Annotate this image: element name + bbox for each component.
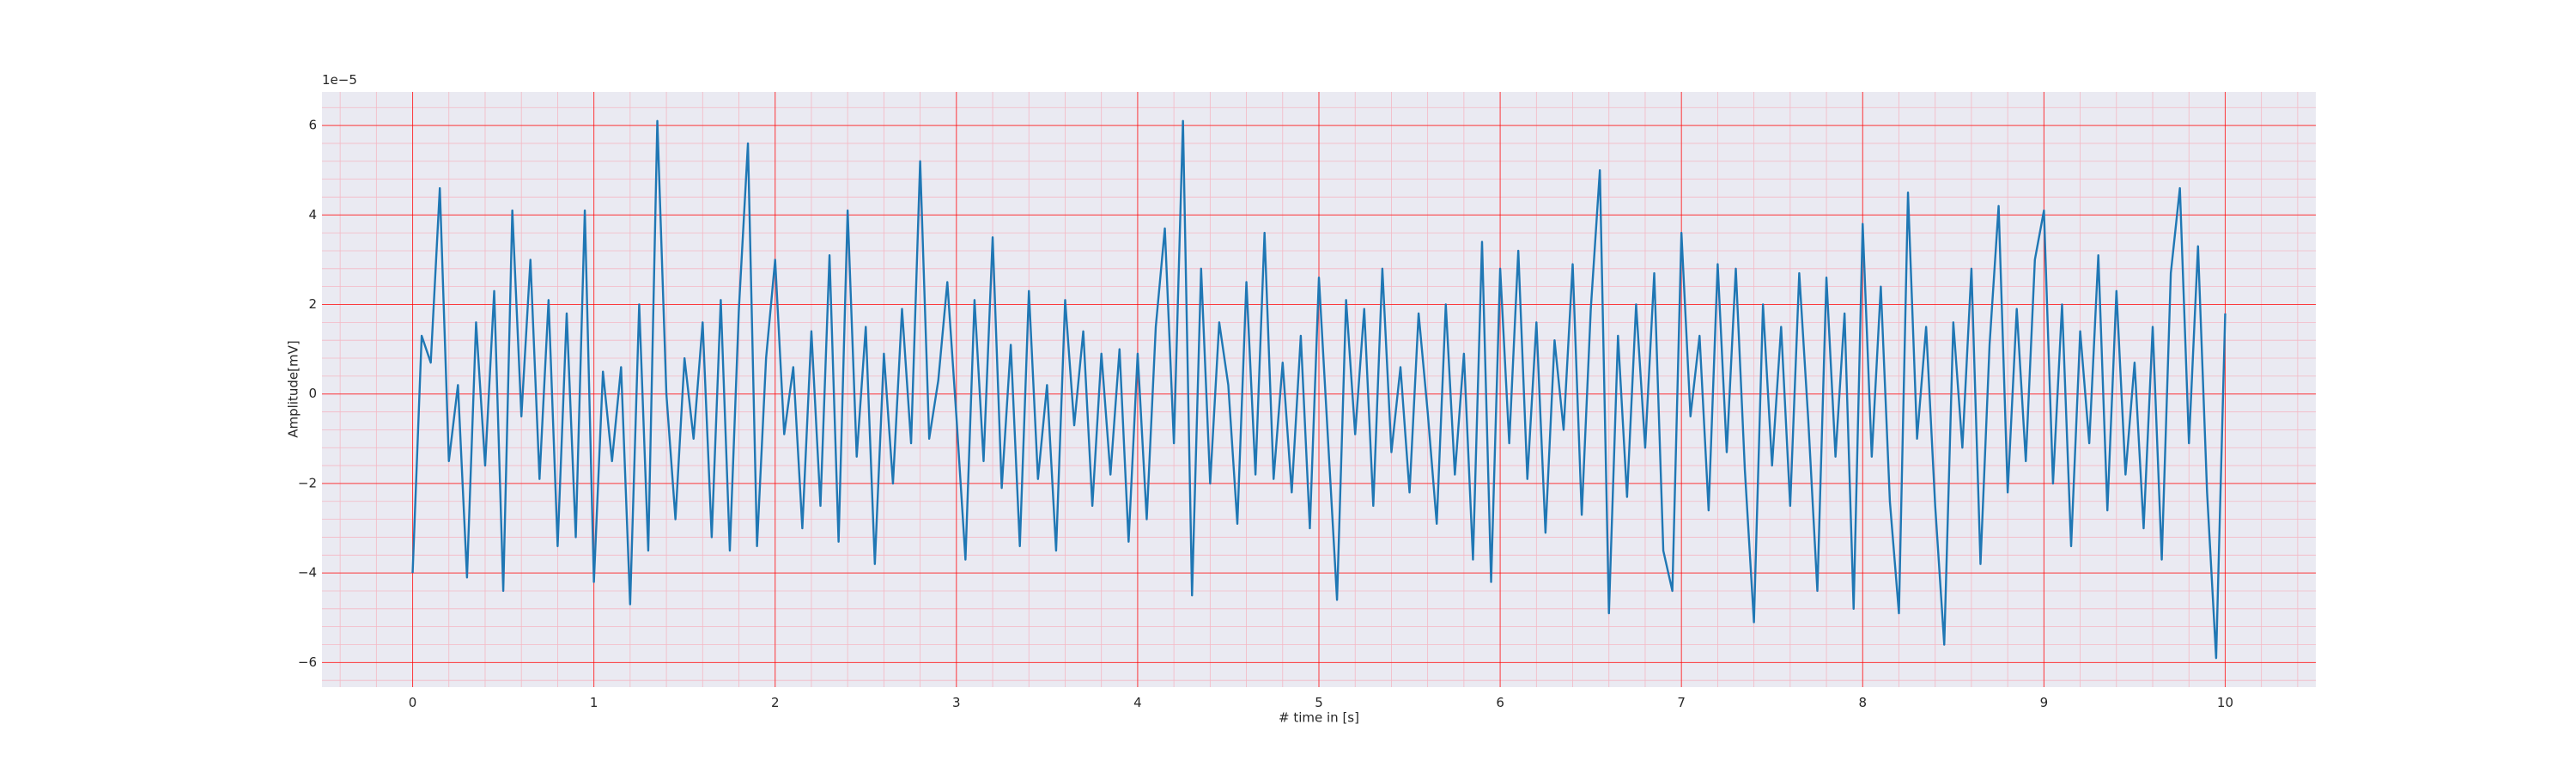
- x-tick-label: 5: [1315, 695, 1323, 710]
- x-tick-label: 10: [2217, 695, 2233, 710]
- y-tick-label: 0: [308, 386, 317, 401]
- data-line: [411, 119, 2227, 660]
- x-tick-label: 4: [1133, 695, 1142, 710]
- x-tick-label: 0: [409, 695, 417, 710]
- y-tick-label: 4: [308, 207, 317, 222]
- y-tick-label: 2: [308, 296, 317, 312]
- x-tick-label: 2: [771, 695, 780, 710]
- y-tick-label: −6: [298, 654, 317, 670]
- x-tick-label: 8: [1858, 695, 1867, 710]
- x-tick-label: 9: [2040, 695, 2049, 710]
- x-tick-label: 6: [1496, 695, 1504, 710]
- y-tick-label: −2: [298, 475, 317, 490]
- x-tick-label: 3: [952, 695, 961, 710]
- x-tick-label: 7: [1677, 695, 1686, 710]
- y-axis-label: Amplitude[mV]: [286, 340, 301, 437]
- offset-text: 1e−5: [322, 72, 357, 88]
- x-axis-label: # time in [s]: [1279, 710, 1359, 726]
- y-tick-label: −4: [298, 565, 317, 581]
- y-tick-label: 6: [308, 118, 317, 133]
- x-tick-label: 1: [590, 695, 598, 710]
